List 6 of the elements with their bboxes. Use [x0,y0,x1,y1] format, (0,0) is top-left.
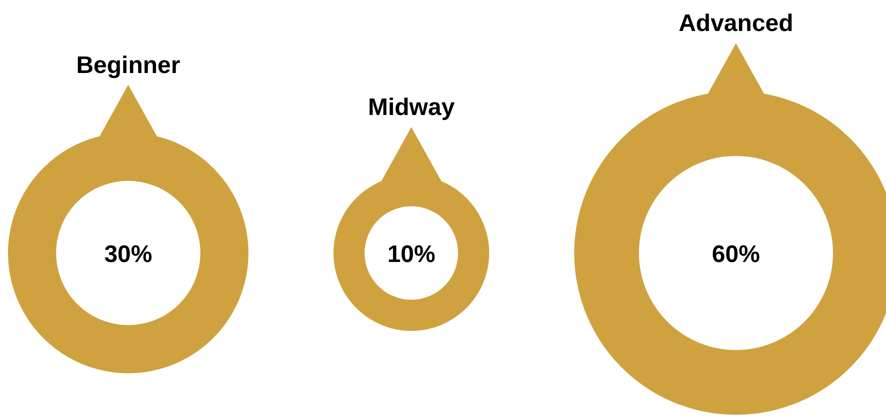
category-label: Midway [368,94,456,122]
category-label: Advanced [678,10,794,38]
category-label: Beginner [76,52,180,79]
data-label: 60% [712,241,760,268]
data-label: 30% [104,241,152,268]
data-label: 10% [387,241,436,268]
